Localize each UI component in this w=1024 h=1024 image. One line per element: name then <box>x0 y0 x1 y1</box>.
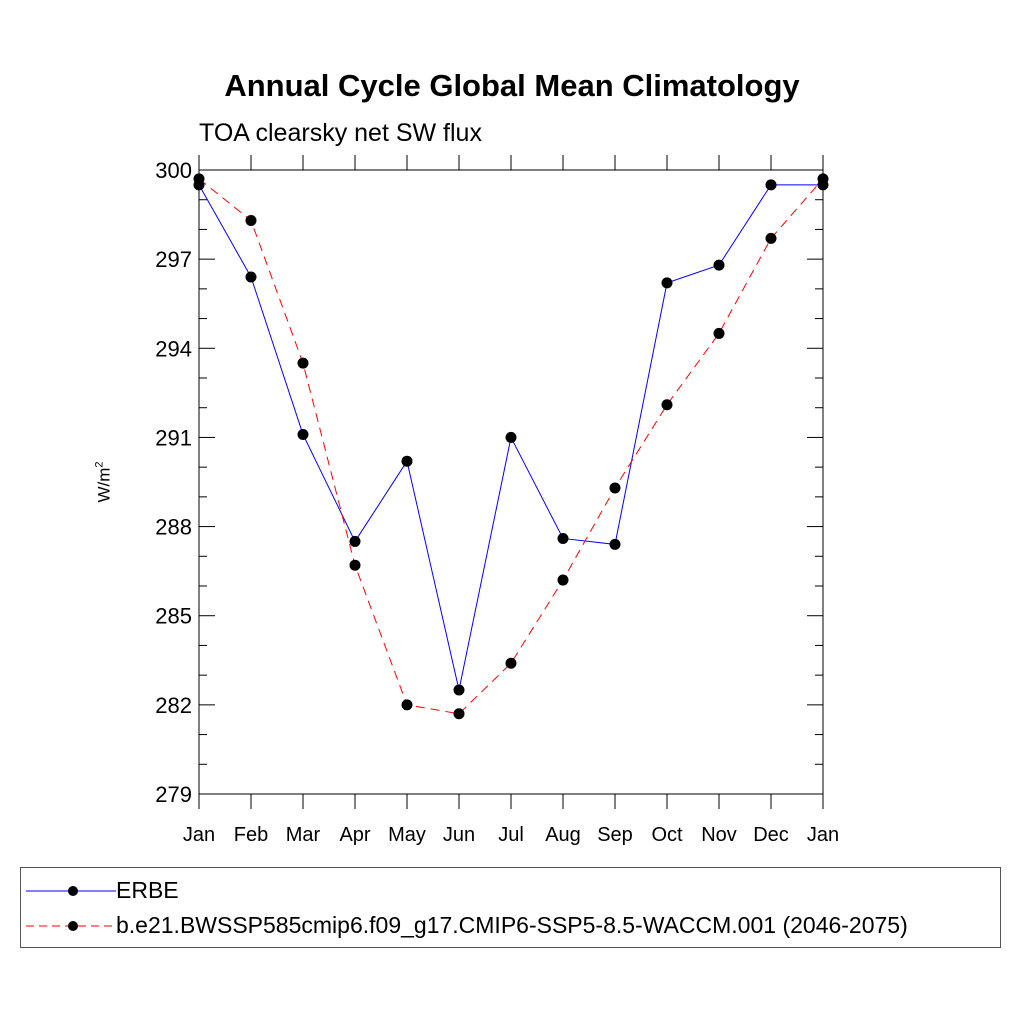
data-point-erbe <box>453 684 465 696</box>
x-tick-label: Jul <box>498 824 524 846</box>
axes: 279 282 285 288 291 294 297 300 Jan Feb Mar Apr May J… <box>155 155 839 846</box>
x-tick-label: Oct <box>651 824 683 846</box>
y-tick-label: 279 <box>155 782 192 807</box>
y-tick-label: 300 <box>155 158 192 183</box>
legend-entry-model: b.e21.BWSSP585cmip6.f09_g17.CMIP6-SSP5-8… <box>21 911 1000 941</box>
y-tick-label: 285 <box>155 604 192 629</box>
data-point-model <box>245 215 257 227</box>
data-point-model <box>817 173 829 185</box>
data-point-erbe <box>349 535 361 547</box>
y-tick-label: 291 <box>155 425 192 450</box>
series-group <box>193 173 829 720</box>
x-tick-label: Jan <box>183 824 215 846</box>
x-tick-label: Apr <box>339 824 370 846</box>
legend-label-model: b.e21.BWSSP585cmip6.f09_g17.CMIP6-SSP5-8… <box>116 912 908 938</box>
data-point-model <box>713 327 725 339</box>
data-point-erbe <box>557 532 569 544</box>
data-point-model <box>505 657 517 669</box>
data-point-model <box>401 699 413 711</box>
series-line-model <box>198 178 824 715</box>
data-point-erbe <box>765 179 777 191</box>
x-tick-label: Jun <box>443 824 475 846</box>
y-tick-label: 288 <box>155 515 192 540</box>
y-tick-label: 282 <box>155 693 192 718</box>
x-tick-label: Nov <box>701 824 737 846</box>
chart-title: Annual Cycle Global Mean Climatology <box>224 68 800 103</box>
x-tick-label: Mar <box>286 824 321 846</box>
legend-entry-erbe: ERBE <box>21 876 1000 906</box>
data-point-erbe <box>297 428 309 440</box>
y-axis-label: W/m2 <box>93 461 114 503</box>
data-point-model <box>765 232 777 244</box>
data-point-model <box>453 708 465 720</box>
legend-swatch-erbe <box>26 886 116 896</box>
x-tick-label: Aug <box>545 824 581 846</box>
data-point-model <box>609 482 621 494</box>
data-point-erbe <box>661 277 673 289</box>
data-point-model <box>349 559 361 571</box>
legend: ERBE b.e21.BWSSP585cmip6.f09_g17.CMIP6-S… <box>20 867 1001 948</box>
data-point-erbe <box>401 455 413 467</box>
x-tick-label: Jan <box>807 824 839 846</box>
data-point-model <box>193 173 205 185</box>
data-point-erbe <box>609 538 621 550</box>
data-point-erbe <box>245 271 257 283</box>
x-tick-label: May <box>388 824 426 846</box>
plot-frame <box>198 169 824 795</box>
legend-swatch-model <box>26 921 116 931</box>
data-point-erbe <box>713 259 725 271</box>
data-point-model <box>297 357 309 369</box>
chart-subtitle: TOA clearsky net SW flux <box>199 119 482 147</box>
x-tick-label: Feb <box>234 824 268 846</box>
data-point-erbe <box>505 431 517 443</box>
x-tick-label: Sep <box>597 824 633 846</box>
data-point-model <box>557 574 569 586</box>
y-tick-label: 294 <box>155 336 192 361</box>
legend-label-erbe: ERBE <box>116 877 179 903</box>
x-tick-label: Dec <box>753 824 789 846</box>
data-point-model <box>661 399 673 411</box>
y-tick-label: 297 <box>155 247 192 272</box>
